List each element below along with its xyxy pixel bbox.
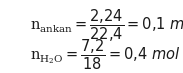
Text: $\mathregular{n_{ankan}} = \dfrac{2{,}24}{22{,}4} = 0{,}1\ mol;$: $\mathregular{n_{ankan}} = \dfrac{2{,}24… — [30, 7, 183, 44]
Text: $\mathregular{n_{H_2O}} = \dfrac{7{,}2}{18} = 0{,}4\ mol$: $\mathregular{n_{H_2O}} = \dfrac{7{,}2}{… — [30, 38, 180, 72]
